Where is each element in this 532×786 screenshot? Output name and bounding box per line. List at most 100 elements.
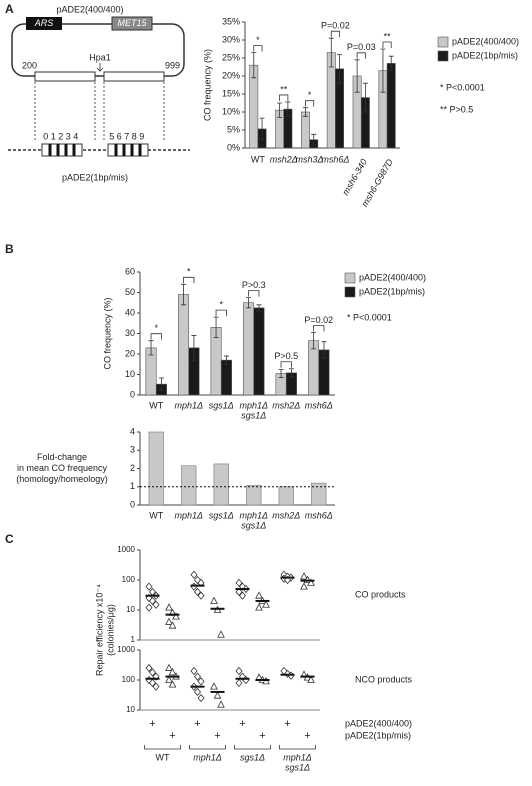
data-point xyxy=(197,677,205,686)
y-axis-label: Repair efficiency x10⁻⁴ xyxy=(94,584,104,676)
significance-bracket xyxy=(253,45,263,52)
site-arrow xyxy=(96,63,104,72)
data-point xyxy=(193,587,202,597)
y-tick-label: 1 xyxy=(131,635,136,644)
panel-subtitle: NCO products xyxy=(355,674,413,684)
significance-bracket xyxy=(313,325,325,332)
data-point xyxy=(255,591,263,599)
x-tick-label: WT xyxy=(251,154,265,164)
error-bar xyxy=(328,37,334,68)
error-bar xyxy=(256,304,262,312)
error-bar xyxy=(380,48,386,93)
error-bar xyxy=(246,297,252,309)
bar xyxy=(181,465,197,506)
legend-label: pADE2(400/400) xyxy=(452,36,519,46)
plasmid-loop xyxy=(11,23,185,77)
y-tick-label: 0% xyxy=(227,142,240,152)
legend-swatch xyxy=(344,286,356,298)
data-point xyxy=(210,596,218,604)
bar xyxy=(278,486,294,506)
gene-left xyxy=(34,71,96,82)
data-point xyxy=(152,682,160,691)
data-point xyxy=(193,687,202,697)
x-tick-label: msh6Δ xyxy=(321,154,349,164)
data-point xyxy=(168,667,177,676)
legend-swatch xyxy=(344,272,356,284)
error-bar xyxy=(288,368,294,378)
y-tick-label: 10 xyxy=(126,705,135,714)
y-tick-label: 25% xyxy=(222,52,240,62)
x-tick-label: sgs1Δ xyxy=(241,410,266,420)
plus-sign: + xyxy=(169,730,175,742)
error-bar xyxy=(259,117,265,141)
data-point xyxy=(168,621,177,629)
data-point xyxy=(235,666,243,676)
y-tick-label: 3 xyxy=(130,445,135,455)
data-point xyxy=(148,596,157,606)
x-tick-label: WT xyxy=(156,752,170,762)
y-axis-label: (colonies/μg) xyxy=(105,604,115,656)
y-tick-label: 30 xyxy=(125,328,135,338)
legend-swatch xyxy=(437,50,449,62)
y-tick-label: 5% xyxy=(227,124,240,134)
data-point xyxy=(190,666,198,676)
error-bar xyxy=(321,341,327,359)
plus-sign: + xyxy=(304,730,310,742)
significance-label: * xyxy=(154,323,158,333)
error-bar xyxy=(388,55,394,71)
significance-label: ** xyxy=(384,31,392,41)
x-tick-label: WT xyxy=(149,510,163,520)
row-label: pADE2(400/400) xyxy=(345,718,412,728)
coord-label: 999 xyxy=(165,60,180,70)
bar xyxy=(253,307,265,396)
significance-label: P=0.02 xyxy=(304,315,333,325)
x-tick-label: msh2Δ xyxy=(272,400,300,410)
significance-bracket xyxy=(382,41,392,48)
x-tick-label: sgs1Δ xyxy=(241,520,266,530)
plus-sign: + xyxy=(214,730,220,742)
data-point xyxy=(190,582,198,591)
x-tick-label: mph1Δ xyxy=(193,752,222,762)
significance-label: * xyxy=(256,35,260,45)
x-tick-label: sgs1Δ xyxy=(285,762,310,772)
panel-label: B xyxy=(5,242,14,256)
error-bar xyxy=(223,355,229,365)
x-tick-label: msh6Δ xyxy=(305,400,333,410)
bar xyxy=(148,431,164,506)
bar xyxy=(246,485,262,506)
data-point xyxy=(168,680,177,688)
site-label: Hpa1 xyxy=(89,52,111,62)
gene-right xyxy=(103,71,165,82)
coord-label: 200 xyxy=(22,60,37,70)
error-bar xyxy=(311,133,317,146)
error-bar xyxy=(354,59,360,93)
marker-label: 56789 xyxy=(109,131,147,141)
y-axis-label: in mean CO frequency xyxy=(17,463,108,473)
legend-note: ** P>0.5 xyxy=(440,104,473,114)
x-tick-label: sgs1Δ xyxy=(209,510,234,520)
significance-label: * xyxy=(187,267,191,277)
y-tick-label: 0 xyxy=(130,499,135,509)
y-tick-label: 15% xyxy=(222,88,240,98)
group-bracket xyxy=(279,745,316,750)
y-tick-label: 10 xyxy=(126,605,135,614)
significance-label: P=0.03 xyxy=(347,42,376,52)
data-point xyxy=(238,591,247,600)
x-tick-label: mph1Δ xyxy=(174,400,203,410)
significance-bracket xyxy=(279,94,289,101)
x-tick-label: msh6Δ xyxy=(305,510,333,520)
data-point xyxy=(172,612,180,620)
data-point xyxy=(235,578,243,588)
data-point xyxy=(145,603,153,612)
significance-bracket xyxy=(305,100,315,107)
met15-box xyxy=(111,16,153,31)
significance-bracket xyxy=(356,52,366,59)
significance-bracket xyxy=(183,276,195,284)
legend-label: pADE2(400/400) xyxy=(359,272,426,282)
y-tick-label: 10 xyxy=(125,369,135,379)
y-tick-label: 4 xyxy=(130,426,135,436)
bar xyxy=(243,302,255,396)
met15-label: MET15 xyxy=(117,18,147,28)
x-tick-label: mph1Δ xyxy=(239,400,268,410)
